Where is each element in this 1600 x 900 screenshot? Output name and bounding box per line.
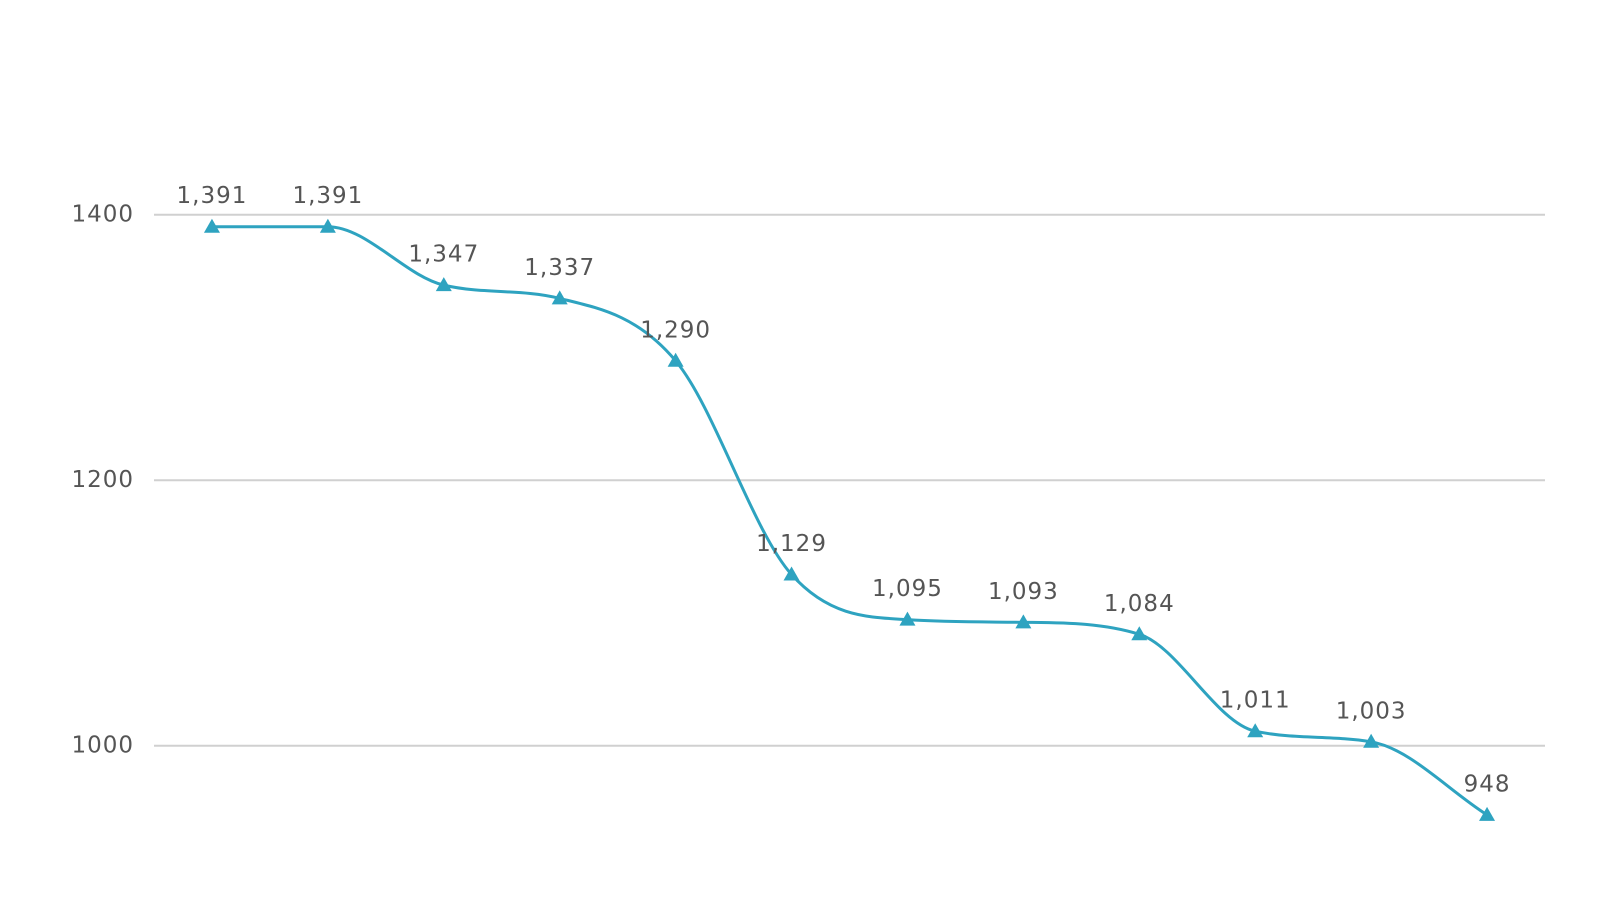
marker [899, 611, 916, 626]
data-label: 948 [1464, 771, 1511, 797]
marker [551, 290, 568, 305]
data-label: 1,391 [292, 183, 363, 209]
marker [319, 218, 336, 233]
marker [667, 352, 684, 367]
data-label: 1,347 [408, 242, 479, 268]
marker [203, 218, 220, 233]
marker [783, 566, 800, 581]
marker [1015, 614, 1032, 629]
data-label: 1,337 [524, 255, 595, 281]
y-tick-label: 1400 [71, 201, 134, 227]
marker [1247, 723, 1264, 738]
marker [1131, 626, 1148, 641]
data-label: 1,391 [177, 183, 248, 209]
data-label: 1,290 [640, 317, 711, 343]
data-label: 1,084 [1104, 591, 1175, 617]
marker [1479, 806, 1496, 821]
y-tick-label: 1000 [71, 732, 134, 758]
marker [1363, 733, 1380, 748]
data-label: 1,003 [1336, 698, 1407, 724]
marker [435, 277, 452, 292]
data-label: 1,129 [756, 531, 827, 557]
data-label: 1,093 [988, 579, 1059, 605]
data-label: 1,011 [1220, 688, 1291, 714]
y-tick-label: 1200 [71, 467, 134, 493]
data-label: 1,095 [872, 576, 943, 602]
line [211, 225, 1488, 817]
